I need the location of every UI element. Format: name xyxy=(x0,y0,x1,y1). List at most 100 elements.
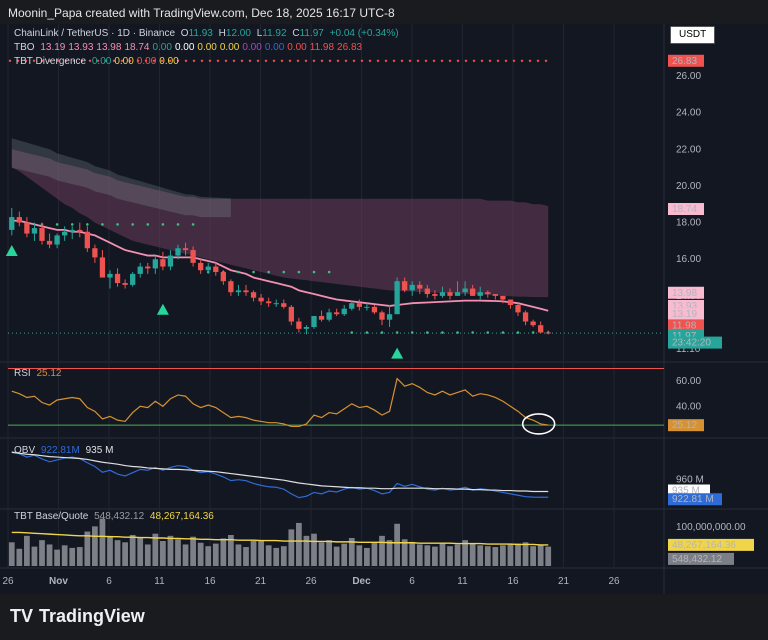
price-tag-label: 23:42:20 xyxy=(672,338,711,349)
red-dot xyxy=(512,59,516,62)
volume-bar xyxy=(469,543,476,566)
candle-body xyxy=(485,292,491,295)
candle-body xyxy=(522,312,529,322)
candle-body xyxy=(46,240,53,245)
x-axis-label: 16 xyxy=(507,576,519,587)
volume-bar xyxy=(137,538,144,566)
currency-selector[interactable]: USDT xyxy=(670,26,716,44)
red-dot xyxy=(336,59,340,62)
chart-canvas[interactable]: 26.0024.0022.0020.0018.0016.0014.0012.00… xyxy=(0,24,768,594)
support-dot xyxy=(101,223,104,226)
base-value-2: 48,267,164.36 xyxy=(149,511,214,522)
candle-body xyxy=(470,288,476,296)
candle-body xyxy=(250,292,257,298)
support-dot xyxy=(441,331,444,334)
volume-bar xyxy=(190,536,196,566)
obv-tick-label: 960 M xyxy=(676,475,704,486)
volume-bar xyxy=(8,542,15,566)
base-tag-label: 548,432.12 xyxy=(672,554,722,565)
volume-bar xyxy=(500,545,506,566)
red-dot xyxy=(184,59,188,62)
volume-bar xyxy=(61,545,68,566)
tradingview-logo[interactable]: TV TradingView xyxy=(10,606,145,627)
red-dot xyxy=(8,59,12,62)
volume-bar xyxy=(84,531,91,566)
red-dot xyxy=(456,59,460,62)
candle-body xyxy=(432,294,438,296)
candle-body xyxy=(273,303,279,305)
base-tag-bg xyxy=(668,552,734,565)
red-dot xyxy=(128,59,132,62)
red-dot xyxy=(368,59,372,62)
candle-body xyxy=(235,290,242,293)
support-dot xyxy=(327,270,331,274)
candle-body xyxy=(160,259,166,267)
volume-bar xyxy=(99,518,106,566)
candle-body xyxy=(477,292,483,296)
footer-bar: TV TradingView xyxy=(0,594,768,640)
volume-bar xyxy=(175,539,181,566)
candle-body xyxy=(24,222,30,234)
red-dot xyxy=(472,59,476,62)
volume-bar xyxy=(235,544,242,566)
tbt-divergence-legend[interactable]: TBT Divergence 0.00 0.00 0.00 0.00 xyxy=(14,56,182,67)
candle-body xyxy=(288,306,294,322)
candle-body xyxy=(258,297,264,302)
obv-tag-bg xyxy=(668,493,722,506)
volume-bar xyxy=(401,539,408,566)
red-dot xyxy=(544,59,548,62)
volume-bar xyxy=(288,529,295,566)
red-dot xyxy=(176,59,180,62)
obv-label: OBV xyxy=(14,445,36,456)
candle-body xyxy=(439,292,446,296)
chart-area[interactable]: 26.0024.0022.0020.0018.0016.0014.0012.00… xyxy=(0,24,768,594)
candle-body xyxy=(84,231,90,249)
price-tick-label: 16.00 xyxy=(676,254,701,265)
candle-body xyxy=(318,316,325,320)
red-dot xyxy=(264,59,268,62)
candle-body xyxy=(371,306,378,313)
support-dot xyxy=(297,270,301,274)
support-dot xyxy=(70,223,74,226)
candle-body xyxy=(334,312,340,315)
base-quote-legend[interactable]: TBT Base/Quote 548,432.12 48,267,164.36 xyxy=(14,511,217,522)
buy-signal xyxy=(5,245,18,257)
volume-bar xyxy=(409,541,416,566)
legend-l-label: L xyxy=(256,28,263,39)
tbt-value: 0.00 xyxy=(159,56,179,67)
obv-line xyxy=(11,450,549,499)
volume-bar xyxy=(341,543,348,566)
candle-body xyxy=(492,294,498,296)
support-dot xyxy=(131,223,134,226)
tradingview-logo-icon: TV xyxy=(10,606,34,626)
rsi-legend[interactable]: RSI 25.12 xyxy=(14,368,64,379)
support-dot xyxy=(86,223,89,226)
candle-body xyxy=(326,312,332,320)
volume-bar xyxy=(522,542,529,566)
candle-body xyxy=(379,312,385,320)
legend-symbol[interactable]: ChainLink / TetherUS · 1D · Binance xyxy=(14,28,176,39)
red-dot xyxy=(120,59,124,62)
volume-bar xyxy=(144,544,151,566)
x-axis-label: 6 xyxy=(106,576,112,587)
tbo-legend[interactable]: TBO 13.19 13.93 13.98 18.74 0.00 0.00 0.00 0.00… xyxy=(14,42,365,53)
volume-bar xyxy=(122,542,128,566)
candle-body xyxy=(198,262,204,271)
price-tick-label: 11.10 xyxy=(676,344,701,355)
price-tick-label: 18.00 xyxy=(676,218,701,229)
candle-body xyxy=(402,281,408,291)
volume-bar xyxy=(492,547,499,566)
red-dot xyxy=(200,59,204,62)
tbo-value: 13.98 xyxy=(96,42,122,53)
candle-body xyxy=(9,217,15,230)
volume-bar xyxy=(24,535,30,566)
support-dot xyxy=(146,223,150,226)
red-dot xyxy=(488,59,492,62)
volume-bar xyxy=(454,544,461,566)
obv-legend[interactable]: OBV 922.81M 935 M xyxy=(14,445,116,456)
candle-body xyxy=(145,266,151,269)
volume-bar xyxy=(114,540,121,566)
rsi-tag-bg xyxy=(668,419,704,432)
rsi-value: 25.12 xyxy=(36,368,62,379)
red-dot xyxy=(216,59,220,62)
